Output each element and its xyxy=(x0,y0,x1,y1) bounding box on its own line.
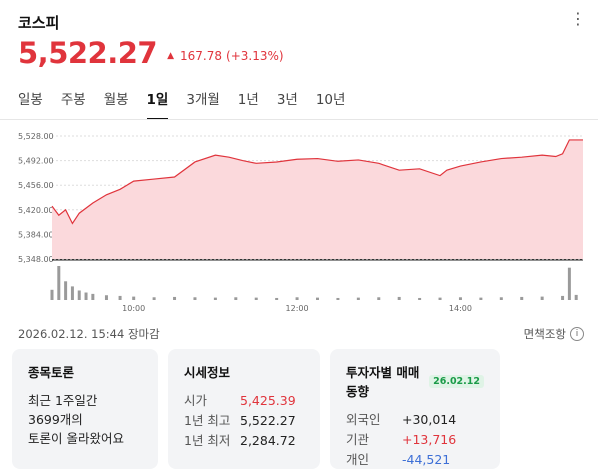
quote-row: 5,522.27 ▲ 167.78 (+3.13%) xyxy=(18,36,284,70)
discussion-card[interactable]: 종목토론 최근 1주일간 3699개의 토론이 올라왔어요 xyxy=(12,349,158,469)
volume-bar xyxy=(479,297,483,300)
info-icon: i xyxy=(570,327,584,341)
x-tick-label: 14:00 xyxy=(449,304,472,313)
up-arrow-icon: ▲ xyxy=(167,51,175,61)
volume-bar xyxy=(438,297,442,300)
y-tick-label: 5,528.00 xyxy=(18,132,54,141)
price-area-fill xyxy=(52,139,583,259)
volume-bar xyxy=(213,297,217,300)
discussion-line: 토론이 올라왔어요 xyxy=(28,431,124,446)
x-tick-label: 10:00 xyxy=(122,304,145,313)
volume-bar xyxy=(91,293,95,300)
discussion-summary: 최근 1주일간 3699개의 토론이 올라왔어요 xyxy=(28,391,142,448)
volume-bar xyxy=(458,297,462,300)
y-tick-label: 5,348.00 xyxy=(18,255,54,264)
kv-label: 기관 xyxy=(346,432,370,447)
change-value: 167.78 xyxy=(180,49,223,63)
institution-row: 기관 +13,716 xyxy=(346,430,484,450)
kv-value: +30,014 xyxy=(402,412,457,427)
tab-weekly[interactable]: 주봉 xyxy=(60,92,86,108)
tab-3years[interactable]: 3년 xyxy=(276,92,298,108)
volume-bar xyxy=(275,297,279,300)
volume-bar xyxy=(84,292,88,300)
investor-trend-header: 투자자별 매매동향 26.02.12 xyxy=(346,362,484,400)
individual-row: 개인 -44,521 xyxy=(346,450,484,470)
kv-value: +13,716 xyxy=(402,432,457,447)
volume-bar xyxy=(173,296,177,300)
year-low-row: 1년 최저 2,284.72 xyxy=(184,431,304,451)
volume-bar xyxy=(520,296,524,300)
volume-bar xyxy=(295,297,299,300)
tab-3months[interactable]: 3개월 xyxy=(186,92,220,108)
tab-1day[interactable]: 1일 xyxy=(146,88,169,120)
kv-label: 외국인 xyxy=(346,412,381,427)
kv-label: 시가 xyxy=(184,393,208,408)
tab-monthly[interactable]: 월봉 xyxy=(103,92,129,108)
index-title: 코스피 xyxy=(18,14,60,32)
volume-bar xyxy=(397,296,401,300)
investor-trend-title: 투자자별 매매동향 xyxy=(346,365,420,399)
volume-bar xyxy=(316,297,319,300)
y-tick-label: 5,384.00 xyxy=(18,230,54,239)
volume-bar xyxy=(561,295,565,300)
intraday-chart[interactable]: 5,528.00 5,492.00 5,456.00 5,420.00 5,384.00… xyxy=(0,126,598,316)
volume-bar xyxy=(418,297,422,300)
foreign-row: 외국인 +30,014 xyxy=(346,410,484,430)
year-high-row: 1년 최고 5,522.27 xyxy=(184,411,304,431)
y-tick-label: 5,456.00 xyxy=(18,181,54,190)
kv-label: 개인 xyxy=(346,452,370,467)
more-options-icon[interactable]: ⋮ xyxy=(570,9,586,28)
kv-value: 2,284.72 xyxy=(240,433,296,448)
disclaimer-link[interactable]: 면책조항 i xyxy=(524,326,584,342)
y-tick-label: 5,420.00 xyxy=(18,206,54,215)
volume-bar xyxy=(567,267,571,300)
volume-bar xyxy=(574,294,578,300)
kv-label: 1년 최저 xyxy=(184,433,231,448)
open-price-row: 시가 5,425.39 xyxy=(184,391,304,411)
tab-daily[interactable]: 일봉 xyxy=(18,92,43,108)
x-tick-label: 12:00 xyxy=(286,304,309,313)
volume-bar xyxy=(499,297,503,300)
volume-bar xyxy=(193,297,197,300)
discussion-line: 최근 1주일간 xyxy=(28,393,98,408)
discussion-line: 3699개의 xyxy=(28,412,83,427)
volume-bar xyxy=(254,297,258,300)
price-change: 167.78 (+3.13%) xyxy=(180,49,284,63)
volume-bar xyxy=(104,295,108,300)
tabs-divider xyxy=(0,119,598,120)
investor-trend-card[interactable]: 투자자별 매매동향 26.02.12 외국인 +30,014 기관 +13,71… xyxy=(330,349,500,469)
volume-bar xyxy=(70,286,74,300)
market-info-title: 시세정보 xyxy=(184,365,231,380)
tab-10years[interactable]: 10년 xyxy=(315,92,346,108)
volume-bar xyxy=(132,296,136,300)
tab-1year[interactable]: 1년 xyxy=(237,92,259,108)
change-percent: (+3.13%) xyxy=(226,49,284,63)
volume-bar xyxy=(118,295,122,300)
current-price: 5,522.27 xyxy=(18,36,158,70)
volume-bar xyxy=(540,296,544,300)
volume-bar xyxy=(50,289,54,300)
volume-bar xyxy=(77,290,81,300)
volume-bar xyxy=(152,297,156,300)
y-tick-label: 5,492.00 xyxy=(18,157,54,166)
market-status: 2026.02.12. 15:44 장마감 xyxy=(18,327,160,341)
volume-bar xyxy=(377,297,381,300)
market-info-card[interactable]: 시세정보 시가 5,425.39 1년 최고 5,522.27 1년 최저 2,… xyxy=(168,349,320,469)
date-badge: 26.02.12 xyxy=(429,374,484,388)
volume-bar xyxy=(234,297,238,300)
kv-value: -44,521 xyxy=(402,452,451,467)
discussion-title: 종목토론 xyxy=(28,365,75,380)
kv-label: 1년 최고 xyxy=(184,413,231,428)
price-line xyxy=(51,139,583,225)
kv-value: 5,425.39 xyxy=(240,393,296,408)
volume-bar xyxy=(336,297,340,300)
volume-bar xyxy=(57,266,61,300)
volume-bar xyxy=(64,281,68,300)
volume-bar xyxy=(356,297,360,300)
disclaimer-label: 면책조항 xyxy=(523,327,566,341)
kv-value: 5,522.27 xyxy=(240,413,296,428)
period-tabs: 일봉 주봉 월봉 1일 3개월 1년 3년 10년 xyxy=(18,88,363,120)
